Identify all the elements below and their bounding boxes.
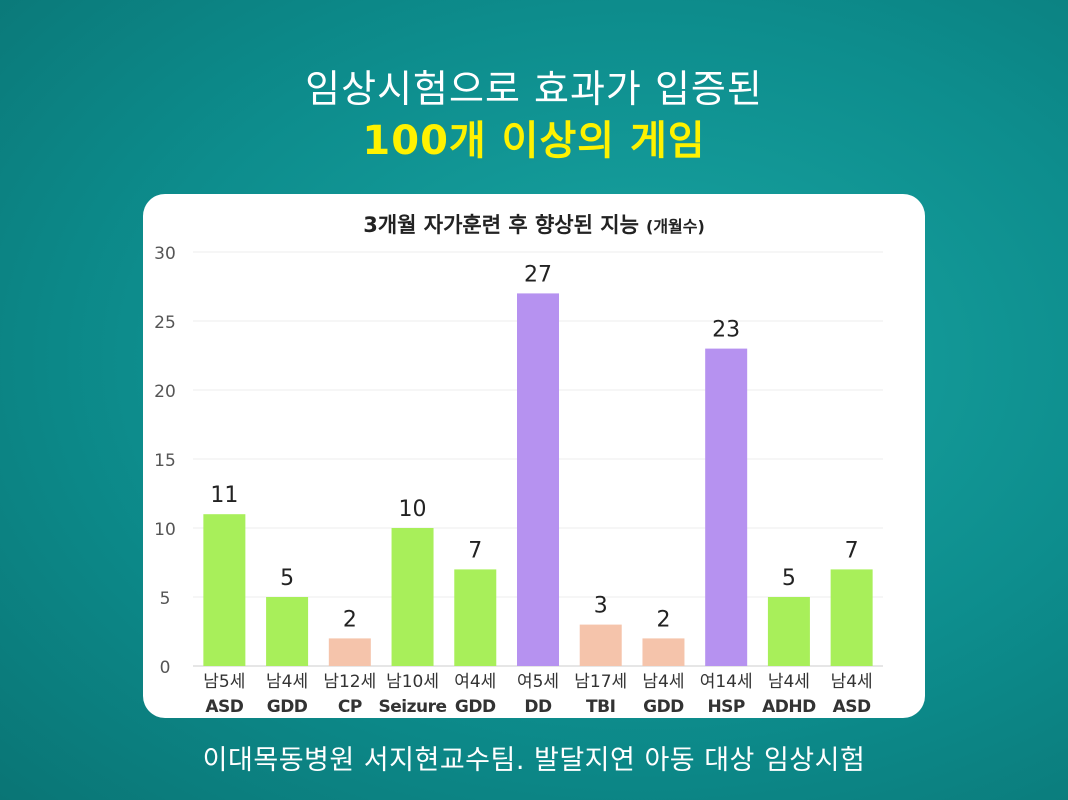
headline-line1: 임상시험으로 효과가 입증된 (305, 67, 763, 111)
y-tick-label: 10 (154, 520, 176, 540)
bar (705, 348, 748, 666)
x-tick-label-diagnosis: Seizure (379, 697, 447, 717)
x-tick-label-diagnosis: ASD (833, 697, 871, 717)
y-tick-label: 30 (154, 244, 176, 264)
data-label: 7 (468, 538, 482, 563)
bar (454, 569, 497, 666)
x-tick-label-diagnosis: DD (524, 697, 552, 717)
x-tick-label-diagnosis: GDD (455, 697, 496, 717)
bars (203, 293, 873, 666)
chart-title-unit: (개월수) (646, 217, 705, 236)
y-tick-label: 15 (154, 451, 176, 471)
y-tick-label: 0 (160, 658, 171, 678)
data-label: 10 (399, 497, 427, 522)
bar (266, 597, 309, 666)
headline-line2: 100개 이상의 게임 (362, 118, 706, 164)
x-tick-label: 남10세 (386, 672, 439, 692)
data-label: 7 (845, 538, 859, 563)
data-label: 2 (656, 607, 670, 632)
data-label: 5 (782, 566, 796, 591)
x-tick-label-diagnosis: ADHD (762, 697, 816, 717)
y-tick-label: 20 (154, 382, 176, 402)
x-tick-label: 여4세 (454, 672, 496, 692)
data-label: 3 (594, 594, 608, 619)
y-tick-label: 5 (160, 589, 171, 609)
x-tick-label: 남4세 (266, 672, 308, 692)
x-tick-label-diagnosis: HSP (707, 697, 744, 717)
data-label: 5 (280, 566, 294, 591)
x-tick-label: 여5세 (517, 672, 559, 692)
data-labels: 11 5 2 10 7 27 3 2 23 5 7 (210, 262, 858, 632)
x-tick-label: 남4세 (642, 672, 684, 692)
x-tick-label: 남5세 (203, 672, 245, 692)
data-label: 2 (343, 607, 357, 632)
x-tick-label: 여14세 (700, 672, 753, 692)
bar (328, 638, 371, 666)
x-tick-label-diagnosis: ASD (205, 697, 243, 717)
chart-panel: 3개월 자가훈련 후 향상된 지능 (개월수) 0 5 10 15 20 25 30 11 5… (143, 194, 925, 718)
chart-title: 3개월 자가훈련 후 향상된 지능 (개월수) (363, 213, 705, 237)
x-tick-label-diagnosis: TBI (586, 697, 615, 717)
bar (203, 514, 246, 666)
data-label: 23 (712, 318, 740, 343)
bar (642, 638, 685, 666)
bar (830, 569, 873, 666)
source-note: 이대목동병원 서지현교수팀. 발달지연 아동 대상 임상시험 (202, 745, 866, 776)
bar (517, 293, 559, 666)
x-tick-label-diagnosis: CP (338, 697, 362, 717)
x-tick-label: 남4세 (831, 672, 873, 692)
x-axis: 남5세 ASD 남4세 GDD 남12세 CP 남10세 Seizure 여4세 GDD 여5세 DD… (203, 672, 872, 717)
x-tick-label: 남4세 (768, 672, 810, 692)
chart-title-main: 3개월 자가훈련 후 향상된 지능 (363, 213, 639, 237)
y-axis: 0 5 10 15 20 25 30 (154, 244, 176, 678)
x-tick-label-diagnosis: GDD (643, 697, 684, 717)
bar (579, 624, 622, 666)
data-label: 11 (210, 483, 238, 508)
x-tick-label: 남17세 (574, 672, 627, 692)
y-tick-label: 25 (154, 313, 176, 333)
bar (767, 597, 810, 666)
x-tick-label: 남12세 (323, 672, 376, 692)
bar (391, 528, 434, 666)
x-tick-label-diagnosis: GDD (267, 697, 308, 717)
data-label: 27 (524, 262, 552, 287)
